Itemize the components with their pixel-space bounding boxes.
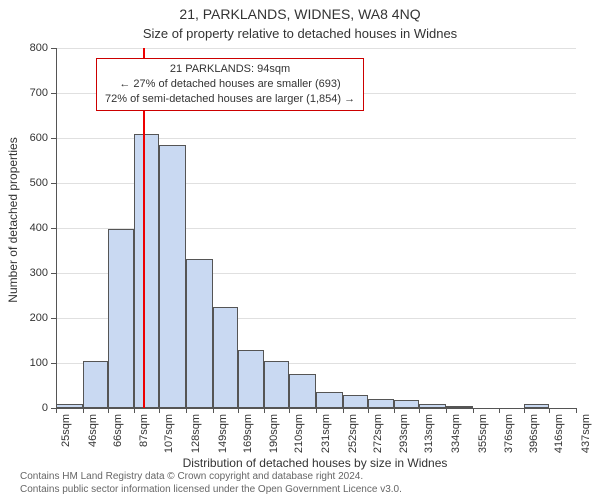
x-tick-mark [446, 408, 447, 413]
histogram-bar [368, 399, 395, 408]
footer-line-1: Contains HM Land Registry data © Crown c… [20, 471, 580, 484]
x-tick-mark [56, 408, 57, 413]
x-tick-mark [549, 408, 550, 413]
x-tick-label: 66sqm [112, 414, 124, 447]
histogram-bar [343, 395, 368, 409]
x-tick-label: 313sqm [423, 414, 435, 453]
x-tick-label: 107sqm [163, 414, 175, 453]
x-tick-label: 46sqm [87, 414, 99, 447]
y-tick-label: 800 [18, 42, 48, 54]
x-tick-mark [316, 408, 317, 413]
x-tick-label: 190sqm [268, 414, 280, 453]
histogram-bar [316, 392, 343, 408]
histogram-bar [213, 307, 238, 408]
info-line-2: ← 27% of detached houses are smaller (69… [105, 77, 355, 92]
x-tick-label: 416sqm [553, 414, 565, 453]
x-tick-mark [343, 408, 344, 413]
x-tick-mark [264, 408, 265, 413]
info-line-1: 21 PARKLANDS: 94sqm [105, 62, 355, 77]
x-tick-mark [473, 408, 474, 413]
y-tick-label: 500 [18, 177, 48, 189]
y-tick-label: 300 [18, 267, 48, 279]
x-tick-label: 396sqm [528, 414, 540, 453]
x-tick-label: 87sqm [138, 414, 150, 447]
y-axis-label: Number of detached properties [6, 70, 20, 370]
x-tick-label: 437sqm [580, 414, 592, 453]
x-tick-mark [213, 408, 214, 413]
info-box: 21 PARKLANDS: 94sqm← 27% of detached hou… [96, 58, 364, 111]
x-tick-mark [159, 408, 160, 413]
x-tick-label: 293sqm [398, 414, 410, 453]
x-tick-label: 231sqm [320, 414, 332, 453]
x-tick-mark [289, 408, 290, 413]
histogram-bar [238, 350, 265, 409]
plot-area: 010020030040050060070080025sqm46sqm66sqm… [56, 48, 576, 408]
histogram-bar [159, 145, 186, 408]
x-tick-mark [134, 408, 135, 413]
y-tick-label: 400 [18, 222, 48, 234]
chart-container: 21, PARKLANDS, WIDNES, WA8 4NQ Size of p… [0, 0, 600, 500]
histogram-bar [289, 374, 316, 408]
info-line-3: 72% of semi-detached houses are larger (… [105, 92, 355, 107]
chart-subtitle: Size of property relative to detached ho… [0, 22, 600, 41]
x-axis-label: Distribution of detached houses by size … [50, 456, 580, 470]
histogram-bar [108, 229, 135, 408]
footer-line-2: Contains public sector information licen… [20, 484, 580, 497]
x-tick-mark [238, 408, 239, 413]
x-tick-label: 376sqm [503, 414, 515, 453]
histogram-bar [264, 361, 289, 408]
x-tick-label: 149sqm [217, 414, 229, 453]
histogram-bar [394, 400, 419, 408]
x-tick-mark [108, 408, 109, 413]
histogram-bar [186, 259, 213, 408]
x-tick-mark [419, 408, 420, 413]
page-title: 21, PARKLANDS, WIDNES, WA8 4NQ [0, 0, 600, 22]
x-tick-mark [499, 408, 500, 413]
x-tick-label: 25sqm [60, 414, 72, 447]
x-tick-label: 334sqm [450, 414, 462, 453]
grid-line [56, 48, 576, 49]
x-tick-mark [524, 408, 525, 413]
x-tick-mark [186, 408, 187, 413]
x-tick-mark [394, 408, 395, 413]
y-tick-label: 700 [18, 87, 48, 99]
histogram-bar [83, 361, 108, 408]
x-tick-mark [368, 408, 369, 413]
y-tick-label: 600 [18, 132, 48, 144]
y-tick-label: 0 [18, 402, 48, 414]
x-tick-label: 210sqm [293, 414, 305, 453]
x-tick-label: 128sqm [190, 414, 202, 453]
y-axis-line [56, 48, 57, 408]
footer-credits: Contains HM Land Registry data © Crown c… [20, 471, 580, 496]
histogram-bar [134, 134, 159, 409]
y-tick-label: 200 [18, 312, 48, 324]
x-tick-mark [83, 408, 84, 413]
x-tick-label: 252sqm [347, 414, 359, 453]
x-tick-label: 169sqm [242, 414, 254, 453]
x-tick-mark [576, 408, 577, 413]
x-tick-label: 272sqm [372, 414, 384, 453]
x-tick-label: 355sqm [477, 414, 489, 453]
y-tick-label: 100 [18, 357, 48, 369]
